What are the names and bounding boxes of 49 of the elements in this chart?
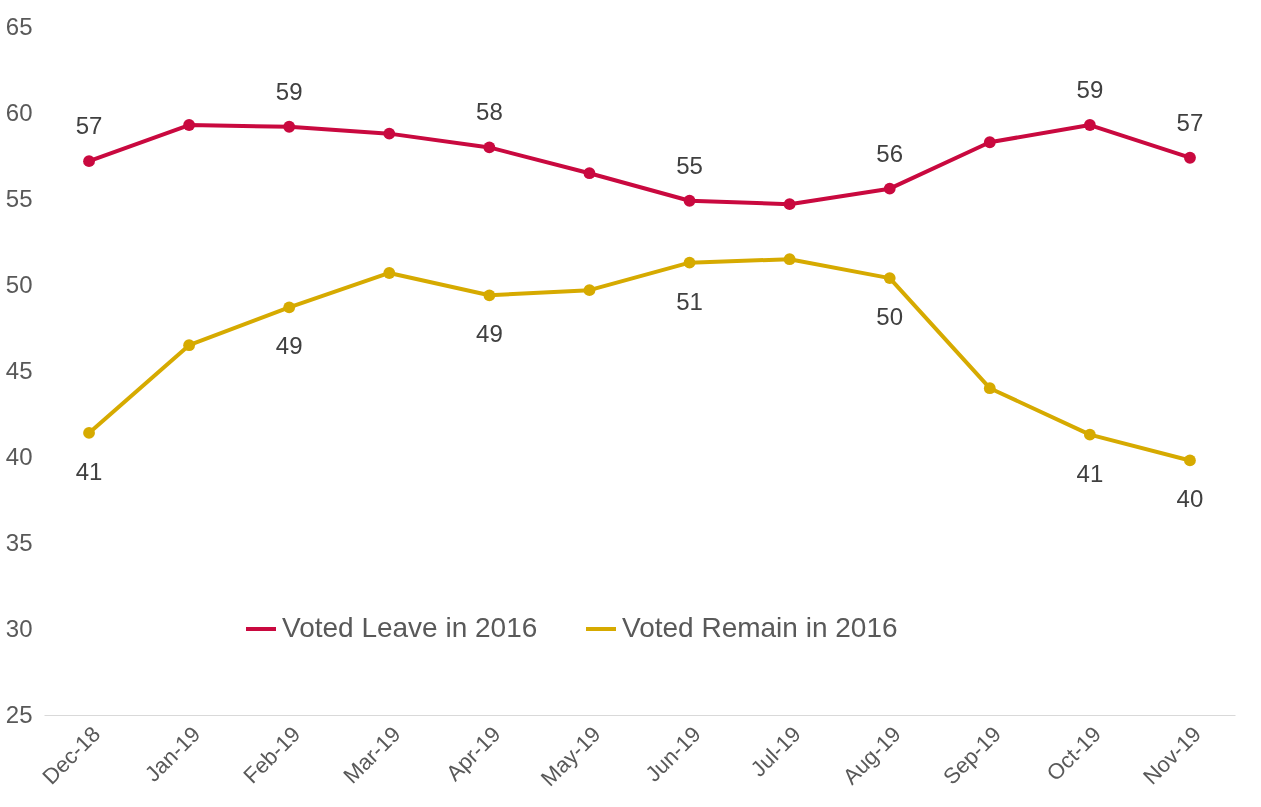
- point: [583, 167, 596, 180]
- point: [183, 119, 196, 131]
- point: [483, 141, 496, 154]
- y-tick-label: 60: [5, 98, 33, 126]
- point: [1184, 151, 1196, 164]
- data-label: 49: [275, 332, 303, 360]
- data-label: 57: [75, 112, 103, 140]
- point: [383, 267, 396, 279]
- data-label: 51: [676, 287, 703, 315]
- point: [683, 194, 696, 207]
- point: [683, 256, 696, 269]
- data-label: 50: [876, 303, 904, 331]
- point: [283, 120, 296, 133]
- y-tick-label: 35: [5, 528, 33, 556]
- data-label: 59: [275, 77, 303, 105]
- point: [983, 382, 996, 395]
- point: [883, 272, 896, 285]
- data-label: 41: [1076, 459, 1104, 487]
- legend-label: Voted Leave in 2016: [282, 612, 538, 643]
- y-tick-label: 25: [5, 700, 33, 728]
- data-label: 57: [1176, 108, 1204, 136]
- point: [283, 301, 296, 314]
- point: [1083, 119, 1096, 131]
- data-label: 41: [75, 457, 103, 485]
- y-tick-label: 50: [5, 270, 33, 298]
- point: [983, 136, 996, 149]
- y-tick-label: 30: [5, 614, 33, 642]
- point: [83, 155, 95, 168]
- point: [783, 253, 796, 266]
- point: [483, 289, 496, 302]
- data-label: 55: [676, 151, 703, 179]
- data-label: 40: [1176, 485, 1204, 513]
- data-label: 59: [1076, 76, 1104, 104]
- data-label: 49: [476, 320, 503, 348]
- point: [383, 127, 396, 140]
- data-label: 56: [876, 139, 904, 167]
- y-tick-label: 65: [5, 12, 33, 40]
- data-label: 58: [476, 98, 503, 126]
- y-tick-label: 55: [5, 184, 33, 212]
- point: [583, 284, 596, 297]
- legend-label: Voted Remain in 2016: [622, 612, 898, 643]
- point: [83, 427, 95, 439]
- y-tick-label: 40: [5, 442, 33, 470]
- point: [183, 339, 196, 352]
- y-tick-label: 45: [5, 356, 33, 384]
- point: [1083, 428, 1096, 441]
- point: [783, 198, 796, 211]
- point: [883, 182, 896, 195]
- point: [1184, 454, 1196, 467]
